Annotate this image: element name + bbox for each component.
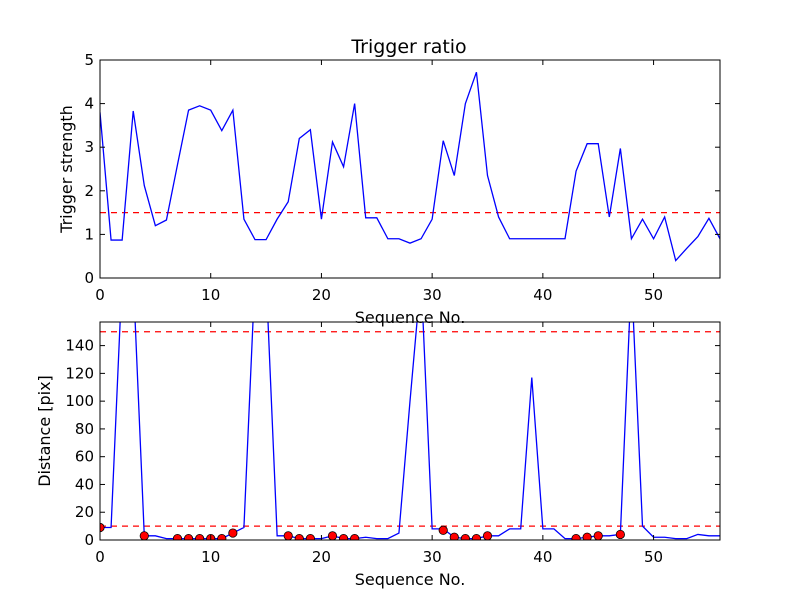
bottom-x-tick-label: 10 xyxy=(201,548,220,566)
bottom-x-tick-label: 30 xyxy=(423,548,442,566)
bottom-marker-point xyxy=(438,525,448,535)
bottom-y-tick-label: 20 xyxy=(75,503,94,521)
top-x-tick-label: 20 xyxy=(312,286,331,304)
top-y-tick-label: 0 xyxy=(84,269,94,287)
top-y-tick-label: 1 xyxy=(84,225,94,243)
bottom-x-tick-label: 50 xyxy=(644,548,663,566)
bottom-marker-point xyxy=(217,534,227,540)
bottom-marker-point xyxy=(139,531,149,540)
top-x-tick-label: 40 xyxy=(533,286,552,304)
top-plot-frame xyxy=(99,59,721,279)
bottom-marker-point xyxy=(593,531,603,540)
bottom-plot-frame xyxy=(99,321,721,541)
bottom-y-tick-label: 60 xyxy=(75,448,94,466)
top-x-tick-label: 10 xyxy=(201,286,220,304)
bottom-marker-point xyxy=(582,532,592,540)
top-y-ticks: 0 1 2 3 4 5 xyxy=(84,51,720,287)
bottom-marker-point xyxy=(305,534,315,540)
bottom-marker-point xyxy=(283,531,293,540)
top-y-tick-label: 3 xyxy=(84,138,94,156)
bottom-marker-point xyxy=(195,534,205,540)
bottom-y-tick-label: 80 xyxy=(75,420,94,438)
bottom-marker-point xyxy=(571,534,581,540)
bottom-marker-point xyxy=(338,534,349,540)
bottom-marker-point xyxy=(350,534,360,540)
bottom-x-tick-label: 0 xyxy=(95,548,105,566)
top-series-line-0 xyxy=(100,71,720,262)
bottom-y-ticks: 0 20 40 60 80 100 120 140 xyxy=(65,337,720,549)
bottom-marker-point xyxy=(482,531,493,540)
top-x-tick-label: 50 xyxy=(644,286,663,304)
bottom-y-tick-label: 140 xyxy=(65,337,94,355)
bottom-y-tick-label: 40 xyxy=(75,475,94,493)
bottom-y-tick-label: 120 xyxy=(65,364,94,382)
bottom-marker-point xyxy=(460,534,470,540)
bottom-marker-point xyxy=(228,528,238,538)
bottom-marker-point xyxy=(183,534,194,540)
top-x-tick-label: 30 xyxy=(423,286,442,304)
top-x-ticks: 0 10 20 30 40 50 xyxy=(95,60,663,304)
top-y-axis-label: Trigger strength xyxy=(57,105,76,234)
top-x-tick-label: 0 xyxy=(95,286,105,304)
bottom-chart: 0 10 20 30 40 50 0 20 40 60 80 100 120 140 Sequence … xyxy=(35,321,721,589)
bottom-plot-area xyxy=(100,322,720,540)
bottom-x-ticks: 0 10 20 30 40 50 xyxy=(95,322,663,566)
top-y-tick-label: 5 xyxy=(84,51,94,69)
bottom-x-tick-label: 20 xyxy=(312,548,331,566)
bottom-y-tick-label: 0 xyxy=(84,531,94,549)
top-chart-title: Trigger ratio xyxy=(350,36,466,58)
bottom-y-axis-label: Distance [pix] xyxy=(35,375,54,487)
bottom-marker-point xyxy=(615,529,625,540)
top-y-tick-label: 4 xyxy=(84,95,94,113)
bottom-marker-point xyxy=(327,531,338,540)
bottom-marker-point xyxy=(172,534,183,540)
bottom-y-tick-label: 100 xyxy=(65,392,94,410)
top-plot-area xyxy=(100,71,720,262)
bottom-x-axis-label: Sequence No. xyxy=(355,570,466,589)
top-x-axis-label: Sequence No. xyxy=(355,308,466,327)
bottom-marker-point xyxy=(294,534,304,540)
bottom-marker-point xyxy=(471,534,482,540)
bottom-x-tick-label: 40 xyxy=(533,548,552,566)
bottom-marker-point xyxy=(449,532,459,540)
top-y-tick-label: 2 xyxy=(84,182,94,200)
